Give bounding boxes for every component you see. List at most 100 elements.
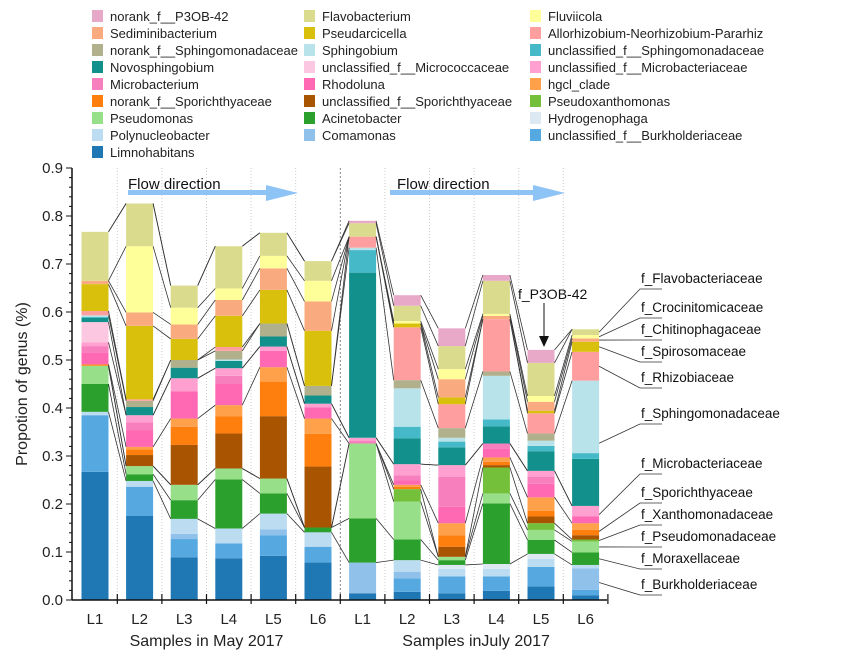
connector-line <box>464 503 484 561</box>
connector-line <box>152 474 172 501</box>
family-label: f_Crocinitomicaceae <box>641 300 763 315</box>
bar-segment <box>482 568 510 577</box>
family-label: f_Microbacteriaceae <box>641 456 763 471</box>
legend-swatch <box>530 44 541 56</box>
bar-segment <box>126 399 154 401</box>
connector-line <box>509 467 528 524</box>
bar-segment <box>438 428 466 438</box>
bar-segment <box>259 346 287 351</box>
legend-label: Novosphingobium <box>110 60 214 75</box>
bar-segment <box>393 489 421 502</box>
bar-segment <box>304 330 332 386</box>
legend-swatch <box>304 27 315 39</box>
bar-segment <box>170 426 198 445</box>
bar-segment <box>393 380 421 389</box>
bar-segment <box>527 483 555 498</box>
bar-segment <box>304 562 332 600</box>
legend-swatch <box>530 10 541 22</box>
bar-segment <box>527 553 555 559</box>
bar-segment <box>527 451 555 471</box>
bar-segment <box>393 388 421 427</box>
bar-segment <box>215 375 243 384</box>
connector-line <box>152 359 172 401</box>
connector-line <box>554 553 573 566</box>
legend-label: Polynucleobacter <box>110 128 210 143</box>
connector-line <box>420 323 439 380</box>
connector-line <box>420 501 439 557</box>
bar-segment <box>438 523 466 536</box>
bar-segment <box>81 284 109 312</box>
connector-line <box>509 315 528 402</box>
bar-segment <box>215 300 243 316</box>
bar-segment <box>572 453 600 459</box>
family-leader-line <box>598 365 662 389</box>
bar-segment <box>81 280 109 285</box>
y-axis-label: Propotion of genus (%) <box>14 302 31 466</box>
bar-segment <box>215 359 243 361</box>
bar-segment <box>349 593 377 600</box>
bar-segment <box>482 443 510 449</box>
connector-line <box>108 364 127 447</box>
bar-segment <box>527 476 555 484</box>
bar-segment <box>393 426 421 439</box>
family-label: f_Spirosomaceae <box>641 344 746 359</box>
connector-line <box>108 383 127 475</box>
connector-line <box>331 532 350 563</box>
bar-segment <box>215 528 243 544</box>
bar-segment <box>170 367 198 379</box>
x-tick-label: L4 <box>220 611 237 628</box>
connector-line <box>375 518 395 540</box>
bar-segment <box>393 480 421 485</box>
connector-line <box>197 479 216 501</box>
bar-segment <box>393 321 421 324</box>
connector-line <box>375 443 395 490</box>
bar-segment <box>170 285 198 308</box>
bar-segment <box>393 475 421 481</box>
connector-line <box>464 467 484 557</box>
bar-segment <box>482 457 510 462</box>
bar-segment <box>304 301 332 331</box>
connector-line <box>375 223 395 306</box>
bar-segment <box>349 443 377 519</box>
bar-segment <box>482 371 510 376</box>
connector-line <box>420 327 439 405</box>
connector-line <box>331 236 350 281</box>
bar-segment <box>170 378 198 392</box>
legend-swatch <box>304 95 315 107</box>
bar-segment <box>81 342 109 347</box>
bar-segment <box>393 438 421 465</box>
bar-segment <box>438 593 466 600</box>
connector-line <box>464 319 484 405</box>
connector-line <box>197 404 216 419</box>
bar-segment <box>482 503 510 564</box>
family-leader-line <box>598 288 662 333</box>
bar-segment <box>572 529 600 536</box>
bar-segment <box>527 586 555 600</box>
connector-line <box>152 465 171 486</box>
connector-line <box>286 289 305 331</box>
legend-label: unclassified_f__Microbacteriaceae <box>548 60 747 75</box>
x-tick-label: L1 <box>87 611 104 628</box>
bar-segment <box>482 313 510 316</box>
connector-line <box>241 255 261 289</box>
bar-segment <box>304 403 332 408</box>
connector-line <box>375 236 395 328</box>
x-tick-label: L3 <box>176 611 193 628</box>
bar-segment <box>81 365 109 384</box>
bar-segment <box>527 540 555 554</box>
connector-line <box>554 329 573 364</box>
family-label: f_Xanthomonadaceae <box>641 507 773 522</box>
connector-line <box>152 203 172 286</box>
bar-segment <box>482 590 510 600</box>
bar-segment <box>438 369 466 380</box>
bar-segment <box>349 220 377 224</box>
connector-line <box>331 247 350 386</box>
bar-segment <box>126 325 154 400</box>
bar-segment <box>215 384 243 406</box>
bar-segment <box>126 449 154 456</box>
bar-segment <box>438 476 466 507</box>
bar-segment <box>527 470 555 477</box>
connector-line <box>108 411 127 482</box>
bar-segment <box>126 480 154 487</box>
